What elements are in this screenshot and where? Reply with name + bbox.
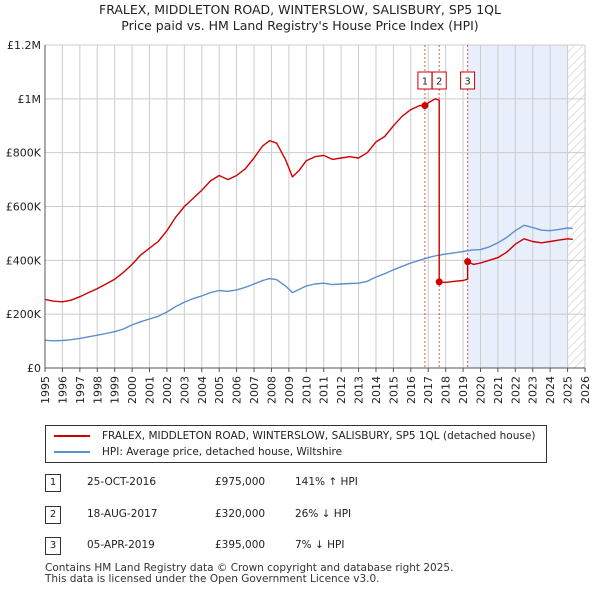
- y-tick-label: £400K: [6, 254, 42, 267]
- legend-item-hpi: HPI: Average price, detached house, Wilt…: [54, 444, 342, 460]
- y-tick-label: £1M: [18, 93, 42, 106]
- transaction-date: 25-OCT-2016: [87, 476, 156, 488]
- legend-label-property: FRALEX, MIDDLETON ROAD, WINTERSLOW, SALI…: [102, 430, 536, 442]
- property-series-line: [44, 98, 573, 303]
- footer-licence: This data is licensed under the Open Gov…: [45, 573, 380, 585]
- y-tick-label: £1.2M: [7, 39, 41, 52]
- footer-copyright: Contains HM Land Registry data © Crown c…: [45, 562, 454, 574]
- sale-point: [464, 258, 472, 266]
- x-tick-label: 1998: [91, 376, 104, 404]
- transaction-price: £395,000: [215, 539, 266, 551]
- x-tick-label: 2012: [335, 376, 348, 404]
- sale-label-box: [460, 71, 476, 90]
- legend: FRALEX, MIDDLETON ROAD, WINTERSLOW, SALI…: [45, 425, 547, 463]
- y-tick-label: £800K: [6, 147, 42, 160]
- x-tick-label: 2020: [474, 376, 487, 404]
- transaction-price: £975,000: [215, 476, 266, 488]
- x-tick-label: 2023: [527, 376, 540, 404]
- x-tick-label: 2015: [387, 376, 400, 404]
- transaction-date: 05-APR-2019: [87, 539, 155, 551]
- transaction-number-badge: 3: [45, 537, 61, 555]
- x-tick-label: 1996: [56, 376, 69, 404]
- sale-point: [435, 278, 443, 286]
- x-tick-label: 2011: [318, 376, 331, 404]
- x-tick-label: 2018: [440, 376, 453, 404]
- x-tick-label: 2010: [300, 376, 313, 404]
- sale-point: [421, 102, 429, 110]
- x-tick-label: 2007: [248, 376, 261, 404]
- x-tick-label: 2025: [562, 376, 575, 404]
- x-tick-label: 1997: [74, 376, 87, 404]
- x-tick-label: 2005: [213, 376, 226, 404]
- transaction-hpi: 26% ↓ HPI: [295, 508, 352, 520]
- x-tick-label: 2004: [196, 376, 209, 404]
- x-tick-label: 2000: [126, 376, 139, 404]
- sale-label: 2: [436, 77, 442, 88]
- x-tick-label: 2006: [231, 376, 244, 404]
- sale-label-box: [431, 71, 447, 90]
- transaction-price: £320,000: [215, 508, 266, 520]
- x-tick-label: 2016: [405, 376, 418, 404]
- x-tick-label: 1999: [109, 376, 122, 404]
- x-tick-label: 2022: [509, 376, 522, 404]
- y-tick-label: £0: [27, 362, 41, 375]
- x-tick-label: 2009: [283, 376, 296, 404]
- x-tick-label: 2026: [579, 376, 592, 404]
- x-tick-label: 2001: [144, 376, 157, 404]
- chart-title: FRALEX, MIDDLETON ROAD, WINTERSLOW, SALI…: [99, 2, 501, 17]
- x-tick-label: 2013: [353, 376, 366, 404]
- legend-swatch-hpi: [54, 451, 90, 453]
- sale-label: 3: [464, 77, 470, 88]
- x-tick-label: 2021: [492, 376, 505, 404]
- transaction-hpi: 141% ↑ HPI: [295, 476, 358, 488]
- x-tick-label: 2019: [457, 376, 470, 404]
- sale-label: 1: [422, 77, 428, 88]
- transaction-number-badge: 2: [45, 506, 61, 524]
- legend-label-hpi: HPI: Average price, detached house, Wilt…: [102, 446, 343, 458]
- x-tick-label: 2003: [178, 376, 191, 404]
- y-tick-label: £200K: [6, 308, 42, 321]
- legend-swatch-property: [54, 435, 90, 437]
- transaction-hpi: 7% ↓ HPI: [295, 539, 345, 551]
- transaction-number-badge: 1: [45, 474, 61, 492]
- x-tick-label: 2014: [370, 376, 383, 404]
- x-tick-label: 2008: [265, 376, 278, 404]
- chart-subtitle: Price paid vs. HM Land Registry's House …: [121, 18, 479, 33]
- transaction-date: 18-AUG-2017: [87, 508, 158, 520]
- x-tick-label: 2017: [422, 376, 435, 404]
- x-tick-label: 2002: [161, 376, 174, 404]
- y-tick-label: £600K: [6, 201, 42, 214]
- x-tick-label: 1995: [39, 376, 52, 404]
- legend-item-property: FRALEX, MIDDLETON ROAD, WINTERSLOW, SALI…: [54, 428, 535, 444]
- x-tick-label: 2024: [544, 376, 557, 404]
- hpi-series-line: [44, 224, 573, 342]
